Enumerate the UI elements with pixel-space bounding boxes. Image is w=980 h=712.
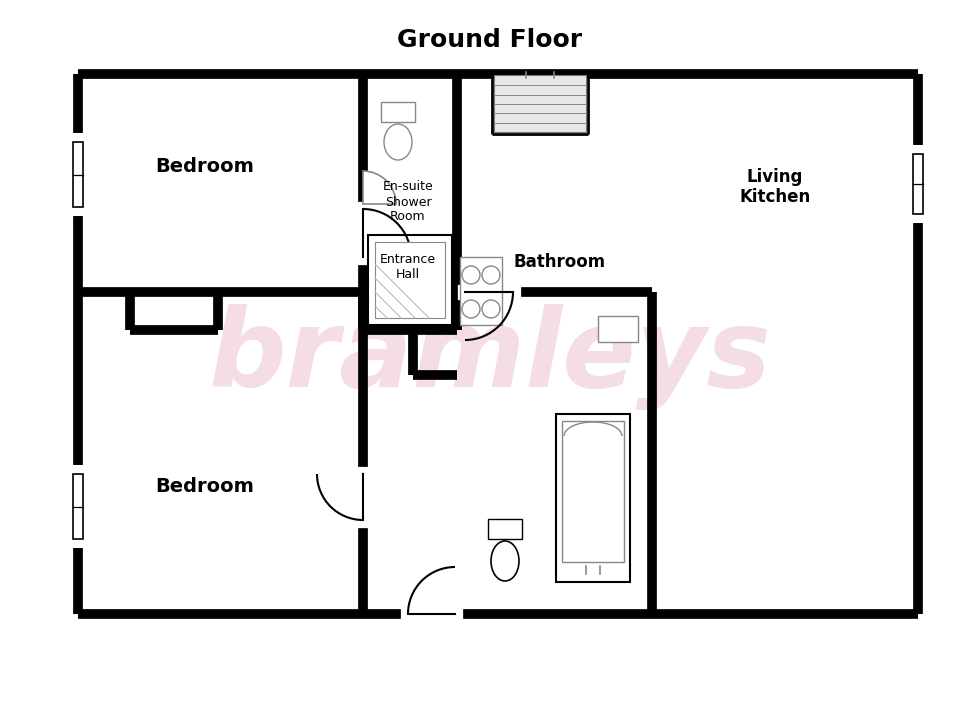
Bar (913, 154, 923, 214)
Text: Bathroom: Bathroom (514, 253, 606, 271)
Ellipse shape (491, 541, 519, 581)
Bar (375, 242, 445, 318)
Bar (460, 257, 502, 325)
Text: Entrance
Hall: Entrance Hall (380, 253, 436, 281)
Text: Living
Kitchen: Living Kitchen (739, 167, 810, 206)
Wedge shape (363, 171, 396, 204)
Bar (368, 235, 452, 325)
Bar (381, 102, 415, 122)
Bar (488, 519, 522, 539)
Bar (562, 421, 624, 562)
Bar (73, 142, 83, 207)
Text: bramleys: bramleys (209, 304, 771, 410)
Bar (494, 75, 586, 132)
Ellipse shape (384, 124, 412, 160)
Text: En-suite
Shower
Room: En-suite Shower Room (382, 181, 433, 224)
Text: Bedroom: Bedroom (156, 478, 255, 496)
Text: Ground Floor: Ground Floor (398, 28, 582, 52)
Bar (556, 414, 630, 582)
Text: Bedroom: Bedroom (156, 157, 255, 177)
Bar (598, 316, 638, 342)
Bar (73, 474, 83, 539)
